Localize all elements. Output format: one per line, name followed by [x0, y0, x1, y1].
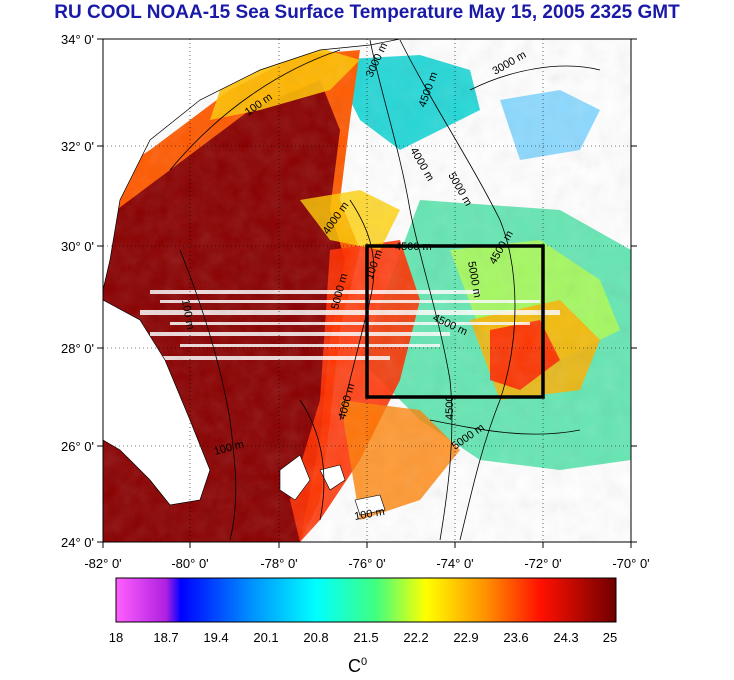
contour-label: 4500 m [395, 241, 432, 253]
latitude-labels: 34° 0' 32° 0' 30° 0' 28° 0' 26° 0' 24° 0… [61, 32, 94, 550]
lat-label: 34° 0' [61, 32, 94, 47]
colorbar-unit: C0 [348, 656, 367, 677]
colorbar [115, 577, 617, 623]
colorbar-unit-superscript: 0 [361, 656, 368, 668]
colorbar-tick-label: 21.5 [353, 630, 378, 645]
lat-label: 32° 0' [61, 139, 94, 154]
study-region-box [365, 244, 545, 399]
lon-label: -70° 0' [612, 556, 649, 571]
colorbar-tick-label: 24.3 [553, 630, 578, 645]
lat-label: 28° 0' [61, 341, 94, 356]
colorbar-tick-label: 20.8 [303, 630, 328, 645]
axis-ticks [97, 38, 637, 548]
colorbar-labels: 18 18.7 19.4 20.1 20.8 21.5 22.2 22.9 23… [109, 630, 617, 645]
lon-label: -78° 0' [260, 556, 297, 571]
colorbar-tick-label: 22.9 [453, 630, 478, 645]
colorbar-tick-label: 19.4 [203, 630, 228, 645]
colorbar-tick-label: 20.1 [253, 630, 278, 645]
lon-label: -72° 0' [524, 556, 561, 571]
lon-label: -74° 0' [436, 556, 473, 571]
lat-label: 30° 0' [61, 239, 94, 254]
longitude-labels: -82° 0' -80° 0' -78° 0' -76° 0' -74° 0' … [84, 556, 649, 571]
colorbar-tick-label: 18 [109, 630, 123, 645]
contour-label: 100 m [179, 298, 196, 330]
lat-label: 26° 0' [61, 439, 94, 454]
contour-label: 100 m [353, 506, 385, 523]
lat-label: 24° 0' [61, 535, 94, 550]
colorbar-tick-label: 22.2 [403, 630, 428, 645]
lon-label: -76° 0' [348, 556, 385, 571]
colorbar-unit-letter: C [348, 656, 361, 676]
lon-label: -82° 0' [84, 556, 121, 571]
colorbar-tick-label: 25 [603, 630, 617, 645]
lon-label: -80° 0' [171, 556, 208, 571]
colorbar-tick-label: 23.6 [503, 630, 528, 645]
contour-label: 4500 [444, 396, 456, 420]
map-title: RU COOL NOAA-15 Sea Surface Temperature … [54, 2, 680, 23]
colorbar-tick-label: 18.7 [153, 630, 178, 645]
